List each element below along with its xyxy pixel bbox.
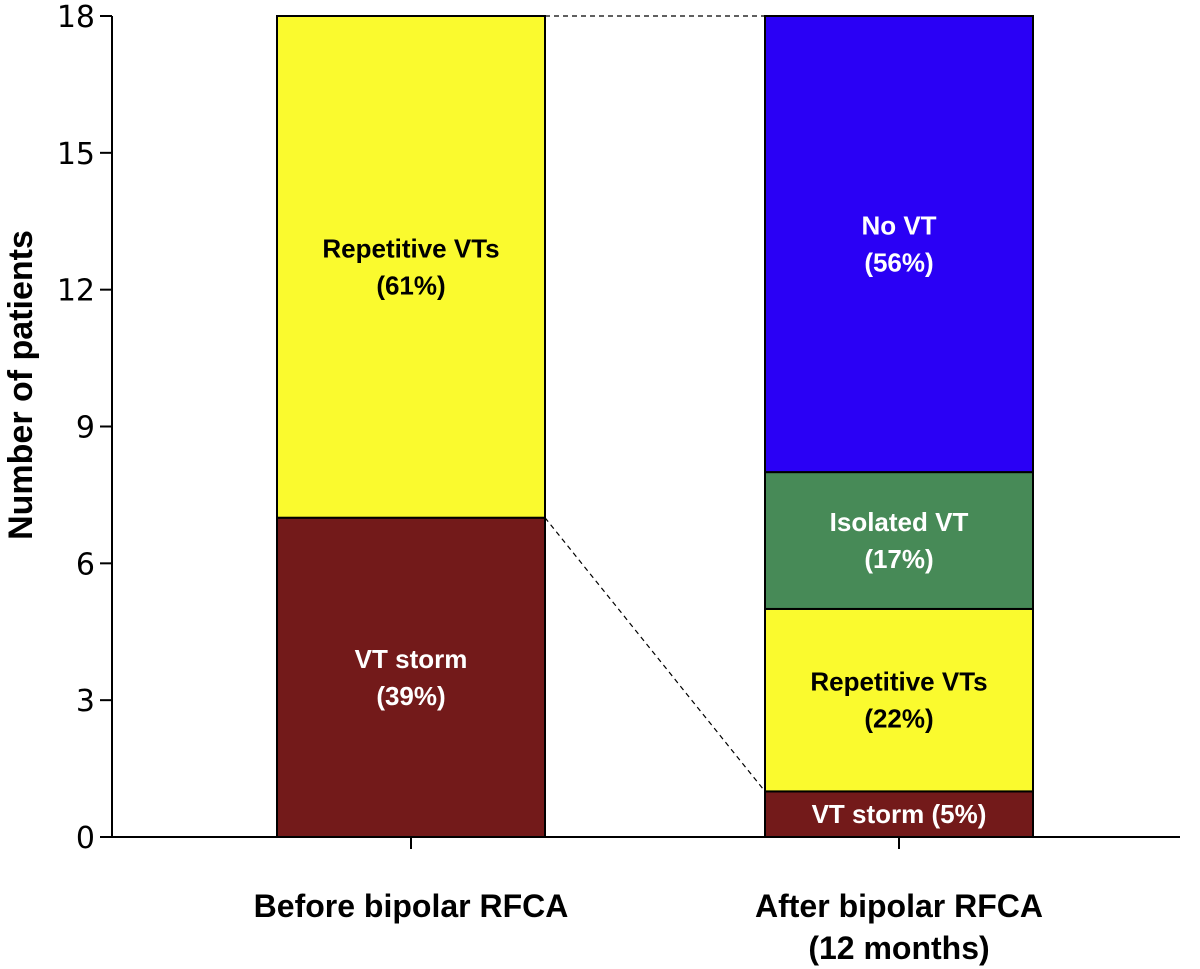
y-tick-label: 3 [76,684,95,719]
segment-label: Repetitive VTs [810,667,987,697]
x-category-labels: Before bipolar RFCA After bipolar RFCA (12… [254,888,1043,966]
connector-lines [544,15,766,792]
connector-line-bottom [544,517,766,792]
segment-label: No VT [861,211,936,241]
bar-segment-vt-storm [764,790,1034,839]
y-tick-label: 15 [57,137,95,172]
x-category-label: After bipolar RFCA [755,888,1043,924]
bar-segment-vt-storm [276,516,546,838]
bar-segment-repetitive-vts [764,607,1034,793]
segment-label: (61%) [376,270,445,300]
bars: VT storm (39%) Repetitive VTs (61%) VT storm… [276,15,1034,849]
y-tick-label: 12 [57,274,95,309]
segment-label: Repetitive VTs [322,233,499,263]
segment-label: (22%) [864,704,933,734]
bar-segment-isolated-vt [764,471,1034,610]
y-tick-label: 9 [76,411,95,446]
segment-label: VT storm (5%) [812,799,987,829]
y-ticks: 0 3 6 9 12 15 18 [57,0,112,856]
x-category-label: Before bipolar RFCA [254,888,569,924]
segment-label: (56%) [864,248,933,278]
x-category-label: (12 months) [808,930,989,966]
bar-segment-no-vt [764,15,1034,474]
segment-label: VT storm [355,644,468,674]
y-tick-label: 6 [76,547,95,582]
y-tick-label: 18 [57,0,95,35]
y-tick-label: 0 [76,821,95,856]
y-axis-title: Number of patients [2,230,40,540]
segment-label: (17%) [864,544,933,574]
segment-label: (39%) [376,681,445,711]
bar-segment-repetitive-vts [276,15,546,519]
segment-label: Isolated VT [830,507,969,537]
